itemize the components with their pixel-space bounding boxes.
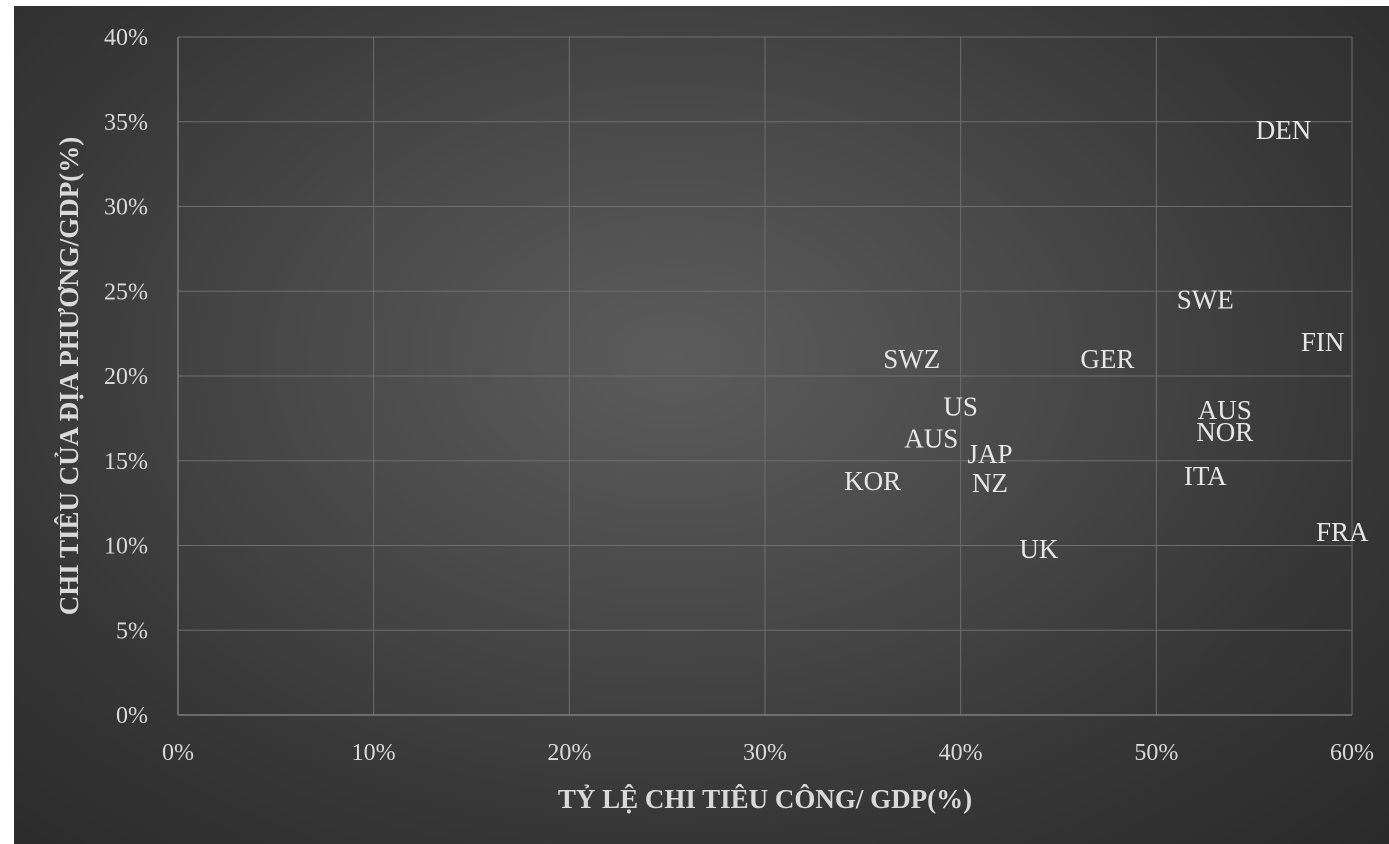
y-tick-label: 10% [104, 534, 148, 560]
y-tick-label: 15% [104, 449, 148, 475]
data-point-label: US [943, 392, 978, 422]
data-point-label: NZ [972, 468, 1008, 498]
y-tick-label: 30% [104, 195, 148, 221]
y-tick-label: 5% [116, 618, 148, 644]
x-tick-label: 20% [547, 740, 591, 766]
axes [177, 37, 1352, 716]
y-tick-label: 25% [104, 279, 148, 305]
data-point-label: AUS [1198, 395, 1252, 425]
x-tick-label: 60% [1330, 740, 1374, 766]
x-tick-label: 10% [352, 740, 396, 766]
data-point-label: ITA [1184, 461, 1227, 491]
x-tick-label: 50% [1134, 740, 1178, 766]
x-axis-title: TỶ LỆ CHI TIÊU CÔNG/ GDP(%) [558, 784, 972, 814]
data-point-label: SWZ [883, 344, 940, 374]
y-tick-label: 40% [104, 25, 148, 51]
y-tick-label: 20% [104, 364, 148, 390]
y-tick-label: 35% [104, 110, 148, 136]
data-point-label: SWE [1177, 285, 1234, 315]
data-point-label: GER [1080, 344, 1134, 374]
data-point-label: FIN [1301, 327, 1345, 357]
data-point-label: KOR [844, 466, 901, 496]
data-point-label: DEN [1256, 115, 1312, 145]
y-axis-title: CHI TIÊU CỦA ĐỊA PHƯƠNG/GDP(%) [54, 137, 84, 616]
data-point-label: UK [1019, 534, 1058, 564]
tick-labels: 0% 10% 20% 30% 40% 50% 60% 0% 5% 10% 15% 20% 25% 30% 3… [104, 25, 1374, 766]
y-tick-label: 0% [116, 703, 148, 729]
x-tick-label: 40% [939, 740, 983, 766]
grid-lines [178, 36, 1353, 715]
data-point-label: AUS [904, 424, 958, 454]
data-point-label: JAP [968, 439, 1013, 469]
data-point-label: FRA [1316, 517, 1369, 547]
chart-area [14, 6, 1389, 844]
data-point-label: NOR [1196, 417, 1253, 447]
x-tick-label: 0% [162, 740, 194, 766]
x-tick-label: 30% [743, 740, 787, 766]
